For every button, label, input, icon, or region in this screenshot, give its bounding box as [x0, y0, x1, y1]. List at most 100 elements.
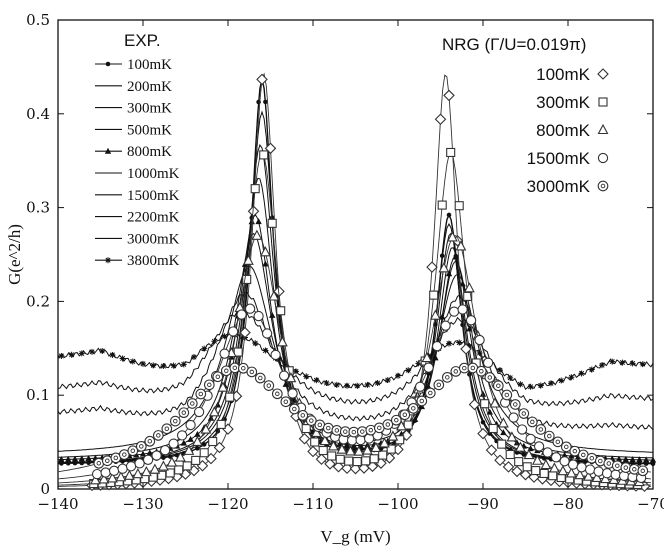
marker-outer [620, 462, 632, 473]
marker-outer [254, 372, 266, 384]
nrg-point-100mK [349, 462, 362, 475]
nrg-point-800mK [149, 463, 161, 474]
nrg-point-1500mK [414, 381, 426, 392]
x-tick-label: −80 [552, 495, 584, 513]
exp-point-3800mK [629, 360, 636, 367]
exp-point-800mK [513, 439, 521, 446]
nrg-point-800mK [463, 282, 475, 293]
nrg-point-800mK [336, 443, 348, 454]
exp-legend-label: 200mK [127, 79, 172, 95]
nrg-point-800mK [191, 435, 203, 446]
nrg-point-800mK [344, 445, 356, 456]
exp-point-3800mK [191, 354, 197, 361]
nrg-point-100mK [485, 444, 498, 456]
marker-outer [246, 366, 258, 378]
marker-outer [628, 463, 640, 475]
nrg-legend-label: 3000mK [527, 177, 591, 196]
marker-inner [581, 452, 586, 458]
marker-outer [543, 430, 555, 442]
nrg-point-3000mK [637, 465, 649, 477]
nrg-point-800mK [455, 240, 467, 251]
nrg-legend-title: NRG (Γ/U=0.019π) [442, 35, 586, 54]
exp-point-3800mK [282, 362, 289, 369]
nrg-point-3000mK [263, 380, 275, 391]
exp-point-3800mK [170, 362, 177, 369]
exp-point-3800mK [201, 345, 208, 352]
nrg-point-800mK [157, 460, 169, 471]
exp-point-3800mK [293, 368, 299, 375]
nrg-point-100mK [341, 462, 353, 475]
exp-point-3800mK [405, 367, 412, 374]
nrg-point-1500mK [559, 456, 570, 467]
nrg-point-800mK [361, 444, 373, 455]
nrg-point-800mK [166, 456, 178, 467]
marker-outer [135, 441, 147, 452]
x-axis-label: V_g (mV) [320, 527, 390, 546]
nrg-point-100mK [256, 73, 268, 86]
exp-point-800mK [58, 456, 65, 463]
nrg-point-3000mK [416, 395, 428, 407]
exp-legend-label: 500mK [127, 122, 172, 138]
nrg-point-300mK [480, 399, 490, 409]
marker-outer [637, 465, 649, 477]
nrg-point-1500mK [236, 309, 247, 320]
exp-point-3800mK [354, 382, 361, 389]
exp-point-3800mK [109, 351, 116, 358]
marker-inner [453, 369, 459, 374]
marker-inner [122, 452, 127, 457]
nrg-point-1500mK [91, 468, 103, 480]
nrg-point-800mK [276, 336, 288, 347]
marker-inner [513, 402, 518, 407]
nrg-point-100mK [247, 205, 260, 217]
exp-point-3800mK [558, 377, 565, 384]
nrg-point-3000mK [169, 415, 181, 427]
nrg-point-1500mK [227, 326, 239, 337]
nrg-point-800mK [98, 473, 110, 484]
y-tick-label: 0.3 [26, 199, 50, 217]
nrg-point-800mK [115, 471, 127, 482]
exp-point-3800mK [568, 374, 575, 381]
nrg-point-1500mK [516, 424, 528, 435]
exp-point-800mK [194, 430, 201, 437]
marker-inner [487, 375, 493, 380]
nrg-point-800mK [183, 444, 195, 455]
marker-inner [326, 425, 331, 431]
nrg-point-300mK [369, 454, 379, 464]
nrg-point-300mK [242, 274, 252, 285]
nrg-point-3000mK [526, 416, 538, 428]
marker-outer [424, 387, 436, 399]
nrg-point-800mK [582, 470, 594, 481]
exp-point-3800mK [619, 359, 626, 366]
nrg-point-3000mK [620, 462, 632, 473]
nrg-point-800mK [89, 474, 101, 485]
nrg-point-1500mK [508, 412, 519, 423]
nrg-point-800mK [123, 469, 135, 480]
exp-point-800mK [486, 408, 493, 415]
marker-outer [288, 403, 300, 415]
exp-line-2200mK [57, 290, 654, 431]
marker-inner [479, 369, 484, 374]
nrg-point-300mK [539, 468, 549, 479]
nrg-legend-marker [597, 152, 609, 164]
nrg-point-3000mK [195, 388, 207, 400]
nrg-point-300mK [488, 423, 498, 434]
nrg-point-1500mK [533, 441, 545, 452]
marker-inner [190, 401, 195, 406]
nrg-point-300mK [199, 448, 209, 458]
nrg-point-3000mK [390, 414, 402, 426]
exp-point-3800mK [221, 333, 228, 340]
y-tick-label: 0.1 [26, 386, 50, 404]
marker-outer [382, 419, 394, 430]
nrg-point-1500mK [108, 465, 120, 476]
nrg-point-100mK [477, 427, 489, 440]
nrg-point-3000mK [152, 430, 164, 441]
plot-frame [57, 19, 654, 490]
marker-inner [249, 369, 255, 375]
exp-point-3800mK [588, 366, 595, 373]
exp-point-3800mK [252, 340, 259, 347]
exp-legend-label: 300mK [127, 101, 172, 117]
nrg-point-3000mK [212, 371, 224, 383]
marker-outer [441, 371, 453, 383]
nrg-point-1500mK [117, 463, 128, 474]
